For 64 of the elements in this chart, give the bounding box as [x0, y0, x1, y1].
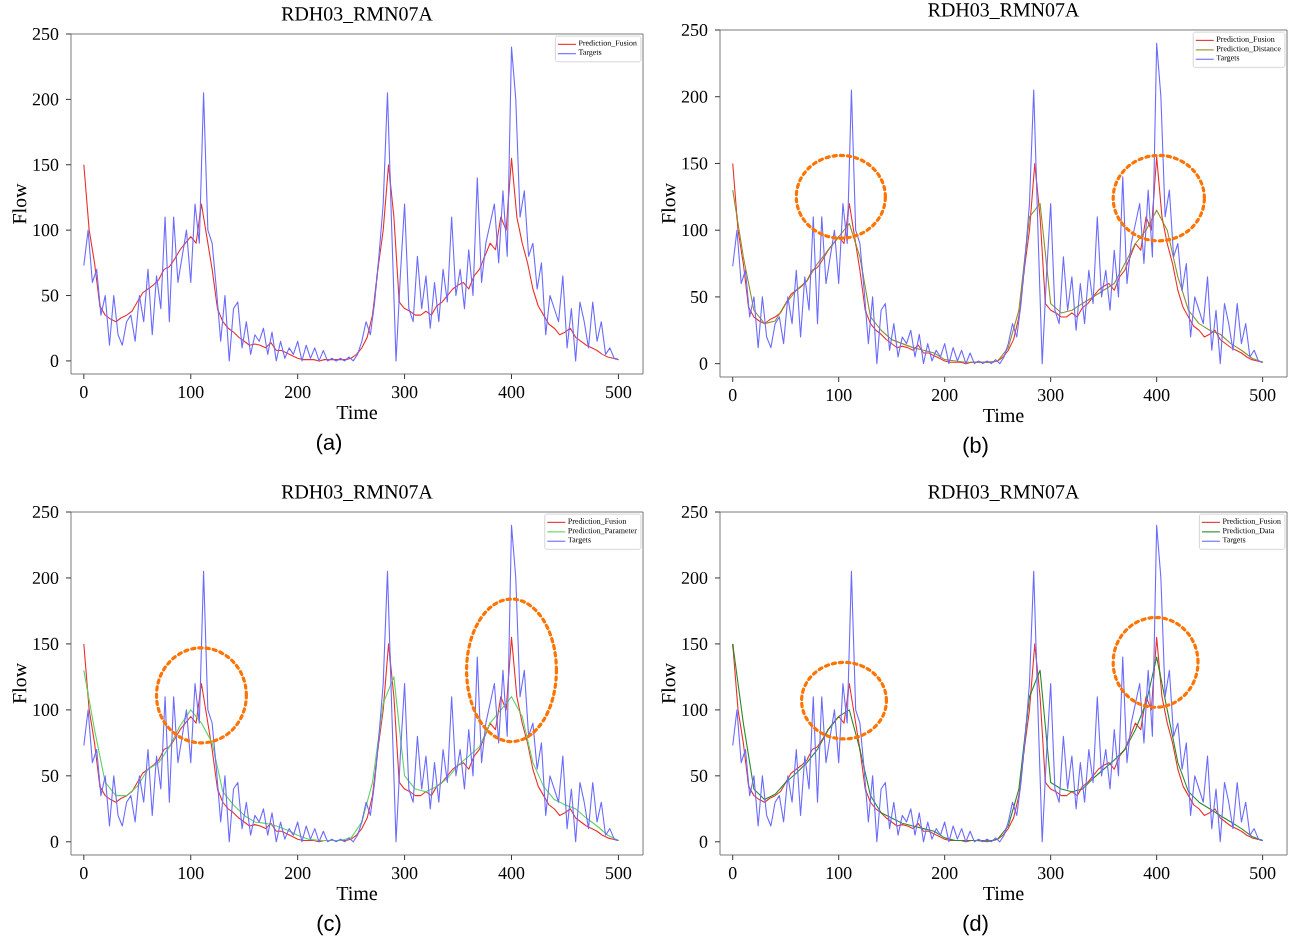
- x-tick-label: 400: [1143, 867, 1170, 880]
- y-axis-title: Flow: [12, 663, 27, 704]
- y-tick-label: 0: [50, 835, 59, 848]
- y-tick-label: 150: [682, 157, 708, 170]
- y-axis-title: Flow: [661, 183, 676, 224]
- y-tick-label: 200: [681, 571, 708, 585]
- x-tick-label: 200: [932, 867, 958, 880]
- x-tick-label: 300: [391, 386, 418, 399]
- x-axis-title: Time: [983, 886, 1024, 901]
- chart-title: RDH03_RMN07A: [928, 485, 1080, 501]
- y-tick-label: 150: [682, 637, 708, 650]
- y-tick-label: 50: [691, 290, 708, 303]
- x-axis-title: Time: [336, 886, 378, 901]
- y-tick-label: 50: [691, 769, 708, 782]
- x-tick-label: 200: [285, 386, 311, 399]
- y-tick-label: 50: [42, 769, 59, 782]
- chart-title: RDH03_RMN07A: [928, 3, 1080, 19]
- x-tick-label: 0: [728, 867, 737, 880]
- y-axis-title: Flow: [661, 663, 676, 704]
- y-tick-label: 250: [681, 23, 708, 37]
- x-tick-label: 500: [1250, 867, 1276, 880]
- x-tick-label: 200: [285, 867, 311, 880]
- x-tick-label: 400: [498, 386, 525, 399]
- x-tick-label: 100: [826, 389, 852, 402]
- y-tick-label: 150: [33, 637, 59, 650]
- text: (d): [963, 914, 988, 936]
- x-tick-label: 0: [80, 867, 88, 880]
- y-tick-label: 100: [33, 224, 59, 237]
- x-tick-label: 400: [498, 867, 525, 880]
- x-tick-label: 400: [1143, 389, 1170, 402]
- chart-title: RDH03_RMN07A: [281, 7, 433, 23]
- x-tick-label: 300: [1038, 867, 1064, 880]
- x-axis-title: Time: [983, 408, 1024, 423]
- y-tick-label: 0: [699, 835, 708, 848]
- text: (b): [963, 436, 988, 458]
- x-tick-label: 500: [606, 867, 632, 880]
- y-tick-label: 100: [682, 224, 708, 237]
- x-tick-label: 200: [932, 389, 958, 402]
- y-tick-label: 0: [699, 357, 708, 370]
- y-tick-label: 150: [33, 158, 59, 171]
- x-tick-label: 300: [391, 867, 418, 880]
- y-tick-label: 250: [32, 505, 59, 519]
- x-tick-label: 0: [80, 386, 88, 399]
- y-tick-label: 250: [681, 505, 708, 519]
- y-axis-title: Flow: [12, 183, 27, 224]
- x-tick-label: 500: [606, 386, 632, 399]
- x-tick-label: 500: [1250, 389, 1276, 402]
- y-tick-label: 100: [682, 703, 708, 716]
- y-tick-label: 100: [33, 703, 59, 716]
- y-tick-label: 0: [50, 354, 59, 367]
- x-tick-label: 300: [1038, 389, 1064, 402]
- x-tick-label: 0: [728, 389, 737, 402]
- y-tick-label: 250: [32, 27, 59, 41]
- text: (c): [317, 914, 341, 936]
- text: (a): [316, 433, 342, 455]
- y-tick-label: 200: [681, 90, 708, 103]
- x-axis-title: Time: [336, 405, 378, 420]
- x-tick-label: 100: [178, 867, 204, 880]
- x-tick-label: 100: [178, 386, 204, 399]
- y-tick-label: 200: [32, 571, 59, 585]
- x-tick-label: 100: [826, 867, 852, 880]
- y-tick-label: 50: [42, 289, 59, 302]
- chart-title: RDH03_RMN07A: [281, 485, 433, 501]
- y-tick-label: 200: [32, 93, 59, 106]
